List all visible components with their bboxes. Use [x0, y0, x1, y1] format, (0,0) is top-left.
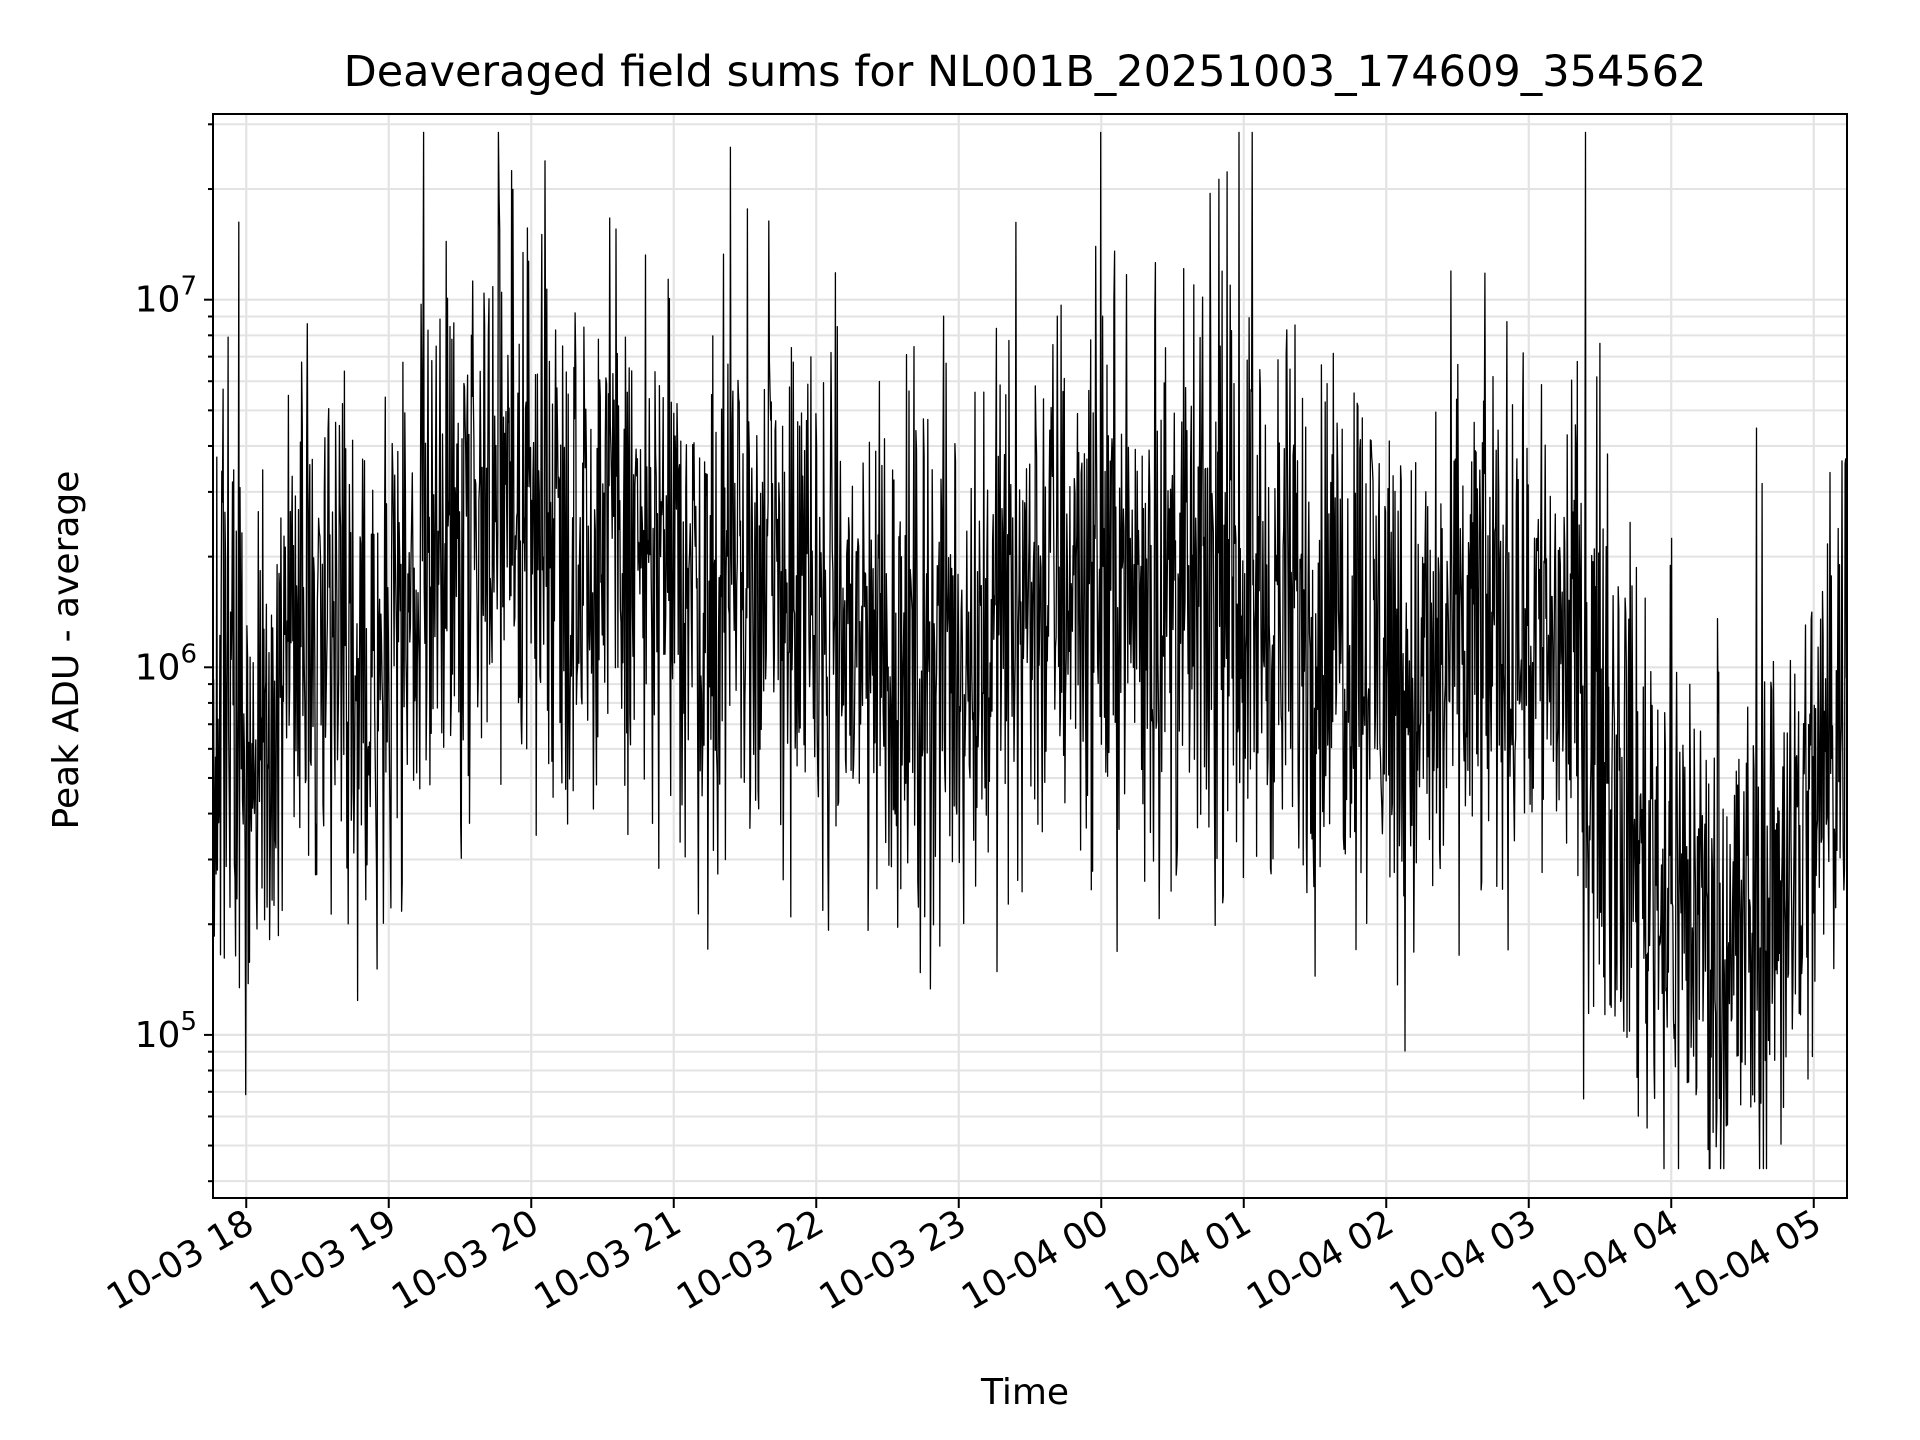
grid: [213, 114, 1847, 1198]
y-axis: 105 106 107: [135, 123, 213, 1183]
y-tick-label: 106: [135, 639, 197, 688]
x-axis-label: Time: [980, 1372, 1069, 1413]
y-tick-label: 107: [135, 272, 197, 321]
y-axis-label: Peak ADU - average: [46, 471, 87, 830]
chart-title: Deaveraged field sums for NL001B_2025100…: [344, 47, 1707, 97]
y-tick-label: 105: [135, 1007, 197, 1056]
series-line: [212, 131, 1848, 1170]
series-line-path: [212, 131, 1848, 1170]
plot-frame: [212, 113, 1848, 1199]
